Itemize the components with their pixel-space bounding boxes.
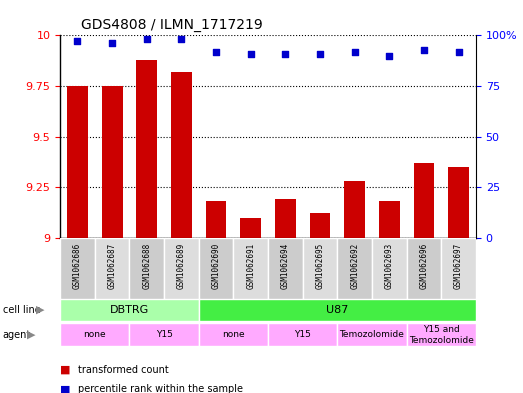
Bar [67,86,88,238]
Bar [101,86,122,238]
Text: ▶: ▶ [36,305,44,315]
Bar [60,323,129,346]
Text: transformed count: transformed count [78,365,169,375]
Text: GSM1062696: GSM1062696 [419,242,428,289]
Bar [407,323,476,346]
Bar [372,238,407,299]
Text: Y15 and
Temozolomide: Y15 and Temozolomide [409,325,474,345]
Bar [379,201,400,238]
Point [350,48,359,55]
Bar [268,238,303,299]
Text: GSM1062693: GSM1062693 [385,242,394,289]
Bar [129,238,164,299]
Point [246,50,255,57]
Point [108,40,116,47]
Point [73,38,82,44]
Text: ■: ■ [60,384,71,393]
Point [143,36,151,42]
Text: none: none [222,331,245,339]
Text: cell line: cell line [3,305,40,315]
Text: GSM1062692: GSM1062692 [350,242,359,289]
Bar [337,238,372,299]
Text: GSM1062688: GSM1062688 [142,242,151,289]
Bar [129,323,199,346]
Text: GSM1062691: GSM1062691 [246,242,255,289]
Bar [95,238,129,299]
Text: none: none [84,331,106,339]
Bar [344,181,365,238]
Bar [233,238,268,299]
Text: ▶: ▶ [27,330,36,340]
Text: GSM1062687: GSM1062687 [108,242,117,289]
Point [212,48,220,55]
Text: DBTRG: DBTRG [110,305,149,315]
Text: GSM1062689: GSM1062689 [177,242,186,289]
Bar [407,238,441,299]
Text: GSM1062697: GSM1062697 [454,242,463,289]
Text: GSM1062690: GSM1062690 [212,242,221,289]
Bar [199,323,268,346]
Text: agent: agent [3,330,31,340]
Point [454,48,463,55]
Bar [137,60,157,238]
Text: Temozolomide: Temozolomide [339,331,404,339]
Text: Y15: Y15 [156,331,173,339]
Bar [303,238,337,299]
Text: U87: U87 [326,305,348,315]
Bar [441,238,476,299]
Bar [414,163,434,238]
Bar [199,299,476,321]
Bar [241,217,261,238]
Text: ■: ■ [60,365,71,375]
Bar [337,323,407,346]
Bar [199,238,233,299]
Point [316,50,324,57]
Point [281,50,290,57]
Text: GDS4808 / ILMN_1717219: GDS4808 / ILMN_1717219 [81,18,263,31]
Text: Y15: Y15 [294,331,311,339]
Text: percentile rank within the sample: percentile rank within the sample [78,384,243,393]
Bar [448,167,469,238]
Bar [171,72,192,238]
Bar [60,299,199,321]
Point [420,46,428,53]
Bar [164,238,199,299]
Text: GSM1062695: GSM1062695 [315,242,324,289]
Bar [206,201,226,238]
Text: GSM1062694: GSM1062694 [281,242,290,289]
Text: GSM1062686: GSM1062686 [73,242,82,289]
Point [385,52,393,59]
Point [177,36,186,42]
Bar [60,238,95,299]
Bar [275,199,295,238]
Bar [268,323,337,346]
Bar [310,213,331,238]
